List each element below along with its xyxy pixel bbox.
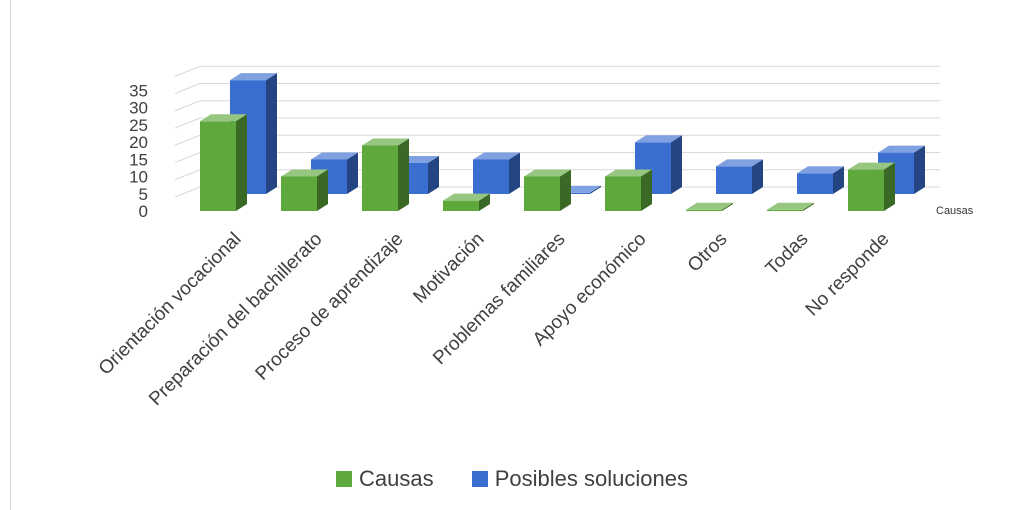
bar-causas	[362, 138, 409, 211]
legend-item-causas: Causas	[336, 466, 434, 492]
x-tick-label: No responde	[802, 229, 894, 321]
bar-causas	[200, 114, 247, 211]
x-tick-label: Preparación del bachillerato	[145, 229, 326, 410]
y-tick-label: 10	[129, 168, 148, 187]
gridline-side	[174, 117, 201, 129]
gridline-side	[174, 152, 201, 163]
bar-posibles-soluciones	[797, 166, 844, 194]
bar-causas	[443, 193, 490, 211]
gridline-side	[174, 100, 201, 112]
y-tick-label: 0	[139, 202, 148, 221]
bar-posibles-soluciones	[473, 152, 520, 194]
x-tick-label: Orientación vocacional	[95, 229, 246, 380]
legend: Causas Posibles soluciones	[0, 466, 1024, 493]
legend-label-causas: Causas	[359, 466, 434, 491]
bar-causas	[767, 202, 814, 211]
bar-causas	[524, 169, 571, 211]
bar-causas	[848, 162, 895, 211]
y-tick-label: 30	[129, 99, 148, 118]
y-tick-label: 25	[129, 116, 148, 135]
gridline-side	[174, 186, 201, 198]
y-tick-label: 5	[139, 185, 148, 204]
x-tick-label: Todas	[762, 229, 813, 280]
bar-causas	[281, 169, 328, 211]
gridline-side	[174, 169, 201, 181]
legend-swatch-posibles-soluciones	[471, 471, 488, 487]
bar-causas	[605, 169, 652, 211]
legend-item-posibles-soluciones: Posibles soluciones	[471, 466, 688, 492]
gridline-side	[174, 65, 201, 77]
x-tick-label: Motivación	[409, 229, 488, 308]
chart-frame-border	[10, 0, 11, 510]
y-tick-label: 35	[129, 81, 148, 100]
legend-swatch-causas	[336, 471, 353, 487]
y-tick-label: 15	[129, 150, 148, 169]
depth-axis-label: Causas	[936, 205, 974, 217]
bars	[200, 73, 925, 211]
x-tick-label: Otros	[684, 229, 732, 277]
x-tick-label: Proceso de aprendizaje	[252, 229, 408, 385]
y-tick-label: 20	[129, 133, 148, 152]
legend-label-posibles-soluciones: Posibles soluciones	[494, 466, 688, 491]
bar-causas	[686, 202, 733, 211]
bar-posibles-soluciones	[716, 159, 763, 194]
gridline-side	[174, 134, 201, 146]
gridline-side	[174, 83, 201, 94]
x-tick-label: Problemas familiares	[429, 229, 569, 369]
